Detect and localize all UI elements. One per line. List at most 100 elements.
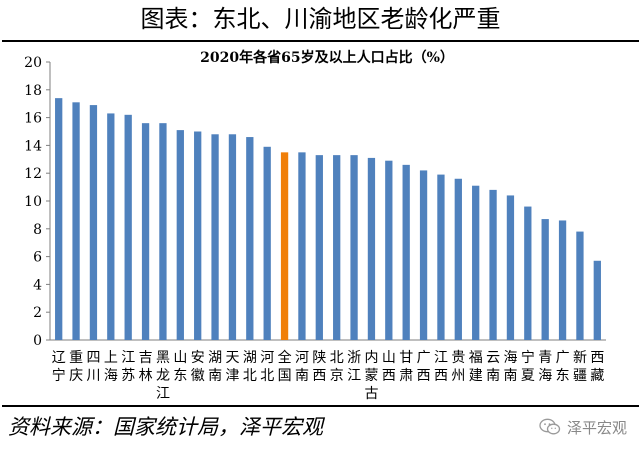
x-tick-label-char: 海 (104, 368, 118, 384)
bar (89, 105, 98, 340)
x-tick-label: 江西 (434, 350, 448, 384)
x-tick-label-char: 东 (556, 368, 570, 384)
x-tick-label-char: 北 (260, 368, 274, 384)
x-tick-label-char: 云 (486, 350, 500, 366)
x-tick-label-char: 南 (503, 368, 517, 384)
page-title: 图表：东北、川渝地区老龄化严重 (140, 5, 501, 33)
x-tick-label: 河南 (295, 350, 309, 384)
x-tick-label-char: 江 (347, 368, 361, 384)
y-axis: 0 2 4 6 8 10 12 14 16 18 20 (24, 55, 51, 349)
x-tick-label-char: 甘 (399, 350, 413, 366)
y-tick-label: 14 (24, 138, 42, 154)
x-tick-label-char: 山 (173, 350, 187, 366)
x-tick-label-char: 京 (330, 368, 344, 384)
x-tick-label-char: 四 (86, 350, 100, 366)
bar (107, 113, 115, 341)
x-tick-label-char: 疆 (573, 368, 587, 384)
y-tick-label: 12 (24, 166, 42, 182)
x-tick-label: 新疆 (573, 350, 587, 384)
x-tick-label-char: 上 (104, 350, 118, 366)
x-tick-label-char: 浙 (347, 350, 361, 366)
x-tick-label-char: 陕 (312, 350, 326, 366)
x-tick-label-char: 夏 (521, 368, 535, 384)
y-tick-label: 20 (24, 55, 42, 71)
x-tick-label-char: 内 (364, 350, 378, 366)
x-tick-label: 甘肃 (399, 350, 413, 384)
x-tick-label-char: 黑 (156, 350, 170, 366)
x-tick-label-char: 广 (417, 350, 431, 366)
bar (558, 220, 567, 340)
x-tick-label-char: 江 (121, 350, 135, 366)
x-tick-label-char: 海 (538, 368, 552, 384)
bar (541, 219, 549, 340)
x-tick-labels: 辽宁重庆四川上海江苏吉林黑龙江山东安徽湖南天津湖北河北全国河南陕西北京浙江内蒙古… (52, 349, 605, 402)
bar (141, 123, 150, 340)
x-tick-label-char: 广 (556, 350, 570, 366)
bar (298, 152, 306, 340)
x-tick-label-char: 重 (69, 350, 83, 366)
x-tick-label: 湖南 (208, 350, 222, 384)
x-tick-label-char: 贵 (451, 350, 465, 366)
x-tick-label: 内蒙古 (364, 350, 378, 402)
header-divider (2, 40, 639, 42)
y-tick-label: 6 (33, 250, 42, 266)
bar (72, 102, 80, 340)
x-tick-label: 吉林 (139, 350, 153, 384)
bar (159, 123, 167, 340)
y-tick-label: 16 (24, 111, 42, 127)
x-tick-label: 河北 (260, 350, 274, 384)
y-tick-label: 8 (33, 222, 42, 238)
bar (124, 114, 132, 340)
x-tick-label-char: 州 (451, 368, 465, 384)
x-tick-label-char: 宁 (521, 349, 535, 366)
x-tick-label: 云南 (486, 350, 500, 384)
x-tick-label: 江苏 (121, 350, 135, 384)
bar (472, 185, 480, 340)
x-tick-label-char: 山 (382, 350, 396, 366)
x-tick-label-char: 川 (86, 368, 100, 384)
bar (367, 157, 376, 340)
x-tick-label: 黑龙江 (156, 350, 170, 402)
x-tick-label-char: 南 (486, 368, 500, 384)
x-tick-label-char: 东 (173, 368, 187, 384)
x-tick-label-char: 西 (434, 368, 448, 384)
bar (194, 131, 202, 340)
y-tick-label: 18 (24, 83, 42, 99)
x-tick-label: 宁夏 (521, 349, 535, 384)
x-tick-label: 天津 (225, 350, 239, 384)
x-tick-label-char: 青 (538, 350, 552, 366)
x-tick-label: 辽宁 (52, 350, 66, 384)
bar (419, 170, 428, 340)
bar (489, 189, 497, 340)
bar (246, 137, 254, 340)
x-tick-label: 山东 (173, 350, 187, 384)
x-tick-label-char: 南 (208, 368, 222, 384)
x-tick-label-char: 西 (417, 368, 431, 384)
x-tick-label-char: 西 (590, 350, 604, 366)
x-tick-label-char: 安 (191, 350, 205, 366)
x-tick-label-char: 徽 (191, 368, 205, 384)
x-tick-label: 浙江 (347, 350, 361, 384)
x-tick-label: 海南 (503, 350, 517, 384)
x-tick-label-char: 建 (469, 368, 483, 384)
watermark: 泽平宏观 (539, 414, 627, 440)
x-tick-label-char: 江 (434, 350, 448, 366)
bar (333, 155, 341, 340)
x-tick-label: 湖北 (243, 350, 257, 384)
x-tick-label: 全国 (278, 349, 292, 384)
x-tick-label-char: 河 (295, 350, 309, 366)
x-tick-label: 西藏 (590, 350, 604, 384)
bar (228, 134, 237, 340)
bar (437, 174, 445, 340)
y-tick-label: 0 (33, 333, 42, 349)
x-tick-label-char: 北 (330, 350, 344, 366)
x-tick-label-char: 湖 (243, 350, 257, 366)
x-tick-label-char: 苏 (121, 368, 135, 384)
x-tick-label-char: 肃 (399, 368, 413, 384)
x-tick-label-char: 新 (573, 350, 587, 366)
bar (385, 160, 393, 340)
bar (350, 155, 358, 340)
bar (55, 98, 63, 340)
x-tick-label-char: 海 (503, 350, 517, 366)
x-tick-label-char: 国 (278, 368, 292, 384)
